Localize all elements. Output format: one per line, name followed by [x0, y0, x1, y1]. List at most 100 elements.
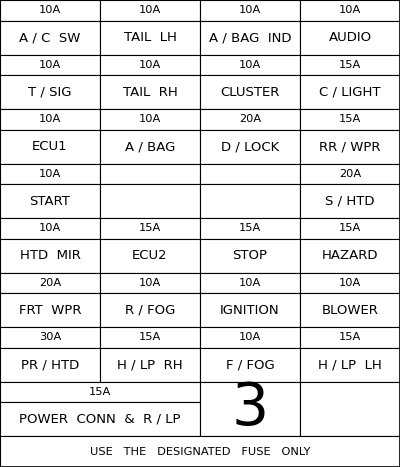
Text: USE   THE   DESIGNATED   FUSE   ONLY: USE THE DESIGNATED FUSE ONLY — [90, 446, 310, 457]
Bar — [100, 55, 200, 75]
Bar — [0, 163, 100, 184]
Bar — [200, 55, 300, 75]
Bar — [300, 55, 400, 75]
Bar — [300, 130, 400, 163]
Bar — [0, 218, 100, 239]
Bar — [100, 218, 200, 239]
Bar — [0, 402, 200, 436]
Bar — [0, 184, 100, 218]
Bar — [100, 21, 200, 55]
Bar — [0, 273, 100, 293]
Text: 10A: 10A — [239, 333, 261, 342]
Text: 15A: 15A — [339, 223, 361, 234]
Text: 15A: 15A — [339, 60, 361, 70]
Text: AUDIO: AUDIO — [328, 31, 372, 44]
Text: POWER  CONN  &  R / LP: POWER CONN & R / LP — [19, 413, 181, 425]
Bar — [100, 293, 200, 327]
Text: 20A: 20A — [339, 169, 361, 179]
Bar — [100, 273, 200, 293]
Text: 15A: 15A — [89, 387, 111, 397]
Bar — [0, 109, 100, 130]
Bar — [100, 347, 200, 382]
Bar — [200, 163, 300, 184]
Bar — [200, 184, 300, 218]
Text: 10A: 10A — [139, 278, 161, 288]
Bar — [0, 436, 400, 467]
Bar — [100, 109, 200, 130]
Text: 20A: 20A — [39, 278, 61, 288]
Bar — [100, 184, 200, 218]
Text: START: START — [30, 195, 70, 208]
Bar — [300, 382, 400, 436]
Text: TAIL  RH: TAIL RH — [123, 85, 177, 99]
Bar — [300, 347, 400, 382]
Bar — [200, 239, 300, 273]
Bar — [300, 184, 400, 218]
Bar — [200, 218, 300, 239]
Bar — [300, 273, 400, 293]
Text: 10A: 10A — [39, 169, 61, 179]
Bar — [300, 218, 400, 239]
Bar — [300, 163, 400, 184]
Text: R / FOG: R / FOG — [125, 304, 175, 317]
Text: 10A: 10A — [39, 5, 61, 15]
Text: 10A: 10A — [39, 60, 61, 70]
Bar — [0, 327, 100, 347]
Bar — [200, 130, 300, 163]
Bar — [100, 0, 200, 21]
Bar — [100, 75, 200, 109]
Text: 20A: 20A — [239, 114, 261, 124]
Bar — [0, 75, 100, 109]
Bar — [300, 0, 400, 21]
Bar — [200, 382, 300, 436]
Bar — [200, 0, 300, 21]
Bar — [300, 21, 400, 55]
Text: 10A: 10A — [139, 114, 161, 124]
Bar — [300, 327, 400, 347]
Text: 10A: 10A — [139, 5, 161, 15]
Bar — [0, 347, 100, 382]
Text: D / LOCK: D / LOCK — [221, 140, 279, 153]
Text: S / HTD: S / HTD — [325, 195, 375, 208]
Text: 30A: 30A — [39, 333, 61, 342]
Bar — [200, 273, 300, 293]
Text: H / LP  RH: H / LP RH — [117, 358, 183, 371]
Bar — [200, 327, 300, 347]
Text: C / LIGHT: C / LIGHT — [319, 85, 381, 99]
Bar — [300, 75, 400, 109]
Bar — [0, 130, 100, 163]
Bar — [0, 382, 200, 402]
Bar — [200, 21, 300, 55]
Text: 15A: 15A — [139, 223, 161, 234]
Text: STOP: STOP — [232, 249, 268, 262]
Bar — [0, 55, 100, 75]
Text: 15A: 15A — [239, 223, 261, 234]
Bar — [200, 109, 300, 130]
Text: FRT  WPR: FRT WPR — [19, 304, 81, 317]
Text: H / LP  LH: H / LP LH — [318, 358, 382, 371]
Text: IGNITION: IGNITION — [220, 304, 280, 317]
Text: 10A: 10A — [39, 223, 61, 234]
Text: 15A: 15A — [339, 114, 361, 124]
Bar — [0, 293, 100, 327]
Bar — [0, 0, 100, 21]
Text: A / BAG  IND: A / BAG IND — [209, 31, 291, 44]
Bar — [100, 163, 200, 184]
Text: ECU1: ECU1 — [32, 140, 68, 153]
Text: 10A: 10A — [39, 114, 61, 124]
Bar — [0, 21, 100, 55]
Bar — [100, 327, 200, 347]
Text: HTD  MIR: HTD MIR — [20, 249, 80, 262]
Bar — [100, 239, 200, 273]
Text: TAIL  LH: TAIL LH — [124, 31, 176, 44]
Text: 10A: 10A — [339, 278, 361, 288]
Text: A / C  SW: A / C SW — [19, 31, 81, 44]
Bar — [300, 109, 400, 130]
Text: 10A: 10A — [239, 5, 261, 15]
Bar — [200, 293, 300, 327]
Text: 3: 3 — [232, 381, 268, 438]
Text: 15A: 15A — [139, 333, 161, 342]
Text: F / FOG: F / FOG — [226, 358, 274, 371]
Text: HAZARD: HAZARD — [322, 249, 378, 262]
Text: PR / HTD: PR / HTD — [21, 358, 79, 371]
